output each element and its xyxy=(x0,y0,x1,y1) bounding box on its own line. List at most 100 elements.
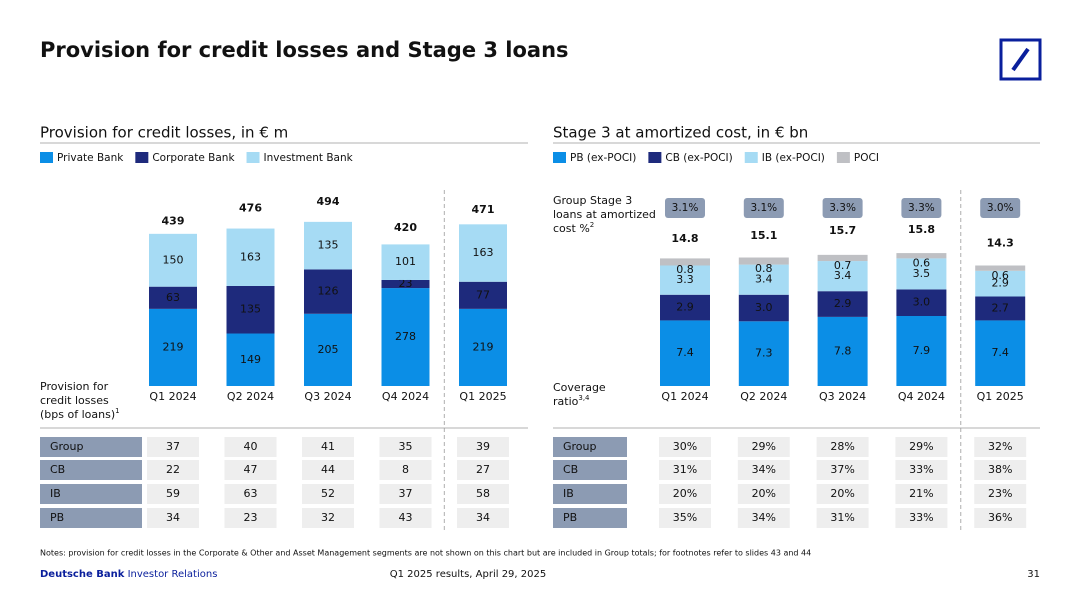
legend-swatch xyxy=(836,152,850,163)
cell xyxy=(737,484,790,504)
total-label: 14.3 xyxy=(987,236,1014,249)
legend-swatch xyxy=(648,152,662,163)
bar-segment xyxy=(459,281,507,309)
cell xyxy=(457,484,509,504)
segment-label: 3.4 xyxy=(834,269,852,282)
bar-segment xyxy=(459,224,507,282)
bar-segment xyxy=(304,269,352,314)
cell xyxy=(737,460,790,480)
page-number: 31 xyxy=(1027,569,1040,580)
bar-segment xyxy=(381,279,430,289)
segment-label: 2.7 xyxy=(991,301,1009,314)
cell-value: 47 xyxy=(244,463,258,476)
row-name: IB xyxy=(50,487,61,500)
cell xyxy=(224,460,277,480)
segment-label: 150 xyxy=(163,253,184,266)
cell xyxy=(457,437,509,457)
row-name: IB xyxy=(563,487,574,500)
legend-label: POCI xyxy=(854,152,879,164)
cell xyxy=(457,460,509,480)
side-label: cost %2 xyxy=(553,221,594,235)
segment-label: 0.8 xyxy=(755,262,773,275)
ratio-box xyxy=(665,198,705,218)
bar-segment xyxy=(738,264,789,295)
segment-label: 7.3 xyxy=(755,347,773,360)
segment-label: 2.9 xyxy=(676,301,694,314)
cell xyxy=(974,508,1027,528)
cell xyxy=(974,484,1027,504)
legend-swatch xyxy=(135,152,149,163)
category-label: Q3 2024 xyxy=(819,390,866,403)
cell xyxy=(816,460,869,480)
ratio-box xyxy=(901,198,942,218)
segment-label: 7.4 xyxy=(676,346,694,359)
cell-value: 35 xyxy=(399,440,413,453)
segment-label: 3.4 xyxy=(755,273,773,286)
bar-segment xyxy=(975,265,1026,271)
row-header xyxy=(40,484,142,504)
cell-value: 21% xyxy=(909,487,933,500)
row-name: CB xyxy=(50,463,65,476)
superscript: 1 xyxy=(115,407,119,415)
segment-label: 3.0 xyxy=(913,296,931,309)
superscript: 3,4 xyxy=(578,394,590,402)
cell-value: 23% xyxy=(988,487,1012,500)
cell-value: 41 xyxy=(321,440,335,453)
cell-value: 33% xyxy=(909,511,933,524)
ratio-label: 3.1% xyxy=(672,202,699,214)
row-name: PB xyxy=(563,511,577,524)
cell xyxy=(224,508,277,528)
ratio-label: 3.3% xyxy=(829,202,856,214)
legend-label: PB (ex-POCI) xyxy=(570,152,636,164)
cell-value: 20% xyxy=(673,487,697,500)
ratio-box xyxy=(743,198,784,218)
cell xyxy=(379,484,432,504)
segment-label: 0.6 xyxy=(991,269,1009,282)
segment-label: 149 xyxy=(240,353,261,366)
total-label: 476 xyxy=(239,201,262,214)
cell-value: 34 xyxy=(476,511,490,524)
cell-value: 34 xyxy=(166,511,180,524)
ratio-box xyxy=(822,198,863,218)
slide-title: Provision for credit losses and Stage 3 … xyxy=(40,38,569,62)
cell-value: 44 xyxy=(321,463,335,476)
total-label: 420 xyxy=(394,221,417,234)
cell-value: 52 xyxy=(321,487,335,500)
legend-label: Private Bank xyxy=(57,152,124,164)
segment-label: 3.0 xyxy=(755,301,773,314)
cell-value: 20% xyxy=(830,487,854,500)
side-label: ratio3,4 xyxy=(553,394,590,408)
side-label: Provision for xyxy=(40,380,109,393)
bar-segment xyxy=(738,257,789,265)
side-label: loans at amortized xyxy=(553,208,656,221)
segment-label: 163 xyxy=(473,246,494,259)
category-label: Q1 2024 xyxy=(149,390,196,403)
cell-value: 34% xyxy=(752,511,776,524)
cell-value: 31% xyxy=(673,463,697,476)
cell-value: 28% xyxy=(830,440,854,453)
cell-value: 27 xyxy=(476,463,490,476)
bar-segment xyxy=(817,291,868,317)
bar-segment xyxy=(149,308,197,386)
cell-value: 37 xyxy=(166,440,180,453)
cell xyxy=(302,460,354,480)
bar-segment xyxy=(975,296,1026,321)
cell-value: 40 xyxy=(244,440,258,453)
cell-value: 30% xyxy=(673,440,697,453)
category-label: Q4 2024 xyxy=(382,390,429,403)
cell xyxy=(895,508,948,528)
legend-swatch xyxy=(246,152,260,163)
superscript: 2 xyxy=(590,221,594,229)
unit: Investor Relations xyxy=(128,569,218,580)
cell-value: 35% xyxy=(673,511,697,524)
bar-segment xyxy=(149,233,197,287)
cell xyxy=(974,437,1027,457)
cell xyxy=(379,508,432,528)
row-header xyxy=(553,508,627,528)
chart-title: Provision for credit losses, in € m xyxy=(40,124,288,142)
bar-segment xyxy=(660,320,710,386)
total-label: 15.1 xyxy=(750,229,777,242)
ratio-label: 3.3% xyxy=(908,202,935,214)
category-label: Q2 2024 xyxy=(740,390,787,403)
bar-segment xyxy=(304,221,352,270)
